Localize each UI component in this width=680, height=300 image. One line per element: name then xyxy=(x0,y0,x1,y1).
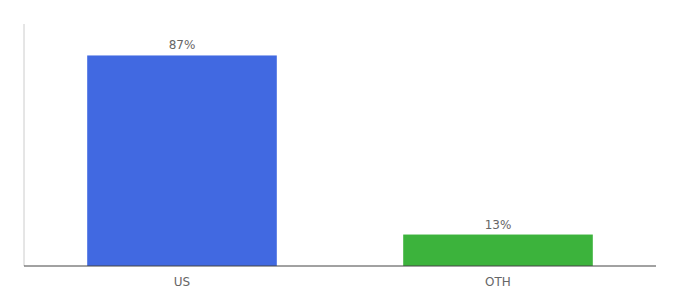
chart: 87% US 13% OTH xyxy=(0,0,680,300)
bar xyxy=(403,235,593,266)
bars xyxy=(87,55,593,266)
data-label: 87% xyxy=(169,38,196,52)
labels: 87% US 13% OTH xyxy=(169,38,512,289)
bar xyxy=(87,55,277,266)
x-tick-label: US xyxy=(174,275,190,289)
chart-container: 87% US 13% OTH xyxy=(0,0,680,300)
data-label: 13% xyxy=(485,218,512,232)
x-tick-label: OTH xyxy=(485,275,511,289)
x-axis-line xyxy=(24,266,656,267)
y-axis-line xyxy=(24,24,25,266)
